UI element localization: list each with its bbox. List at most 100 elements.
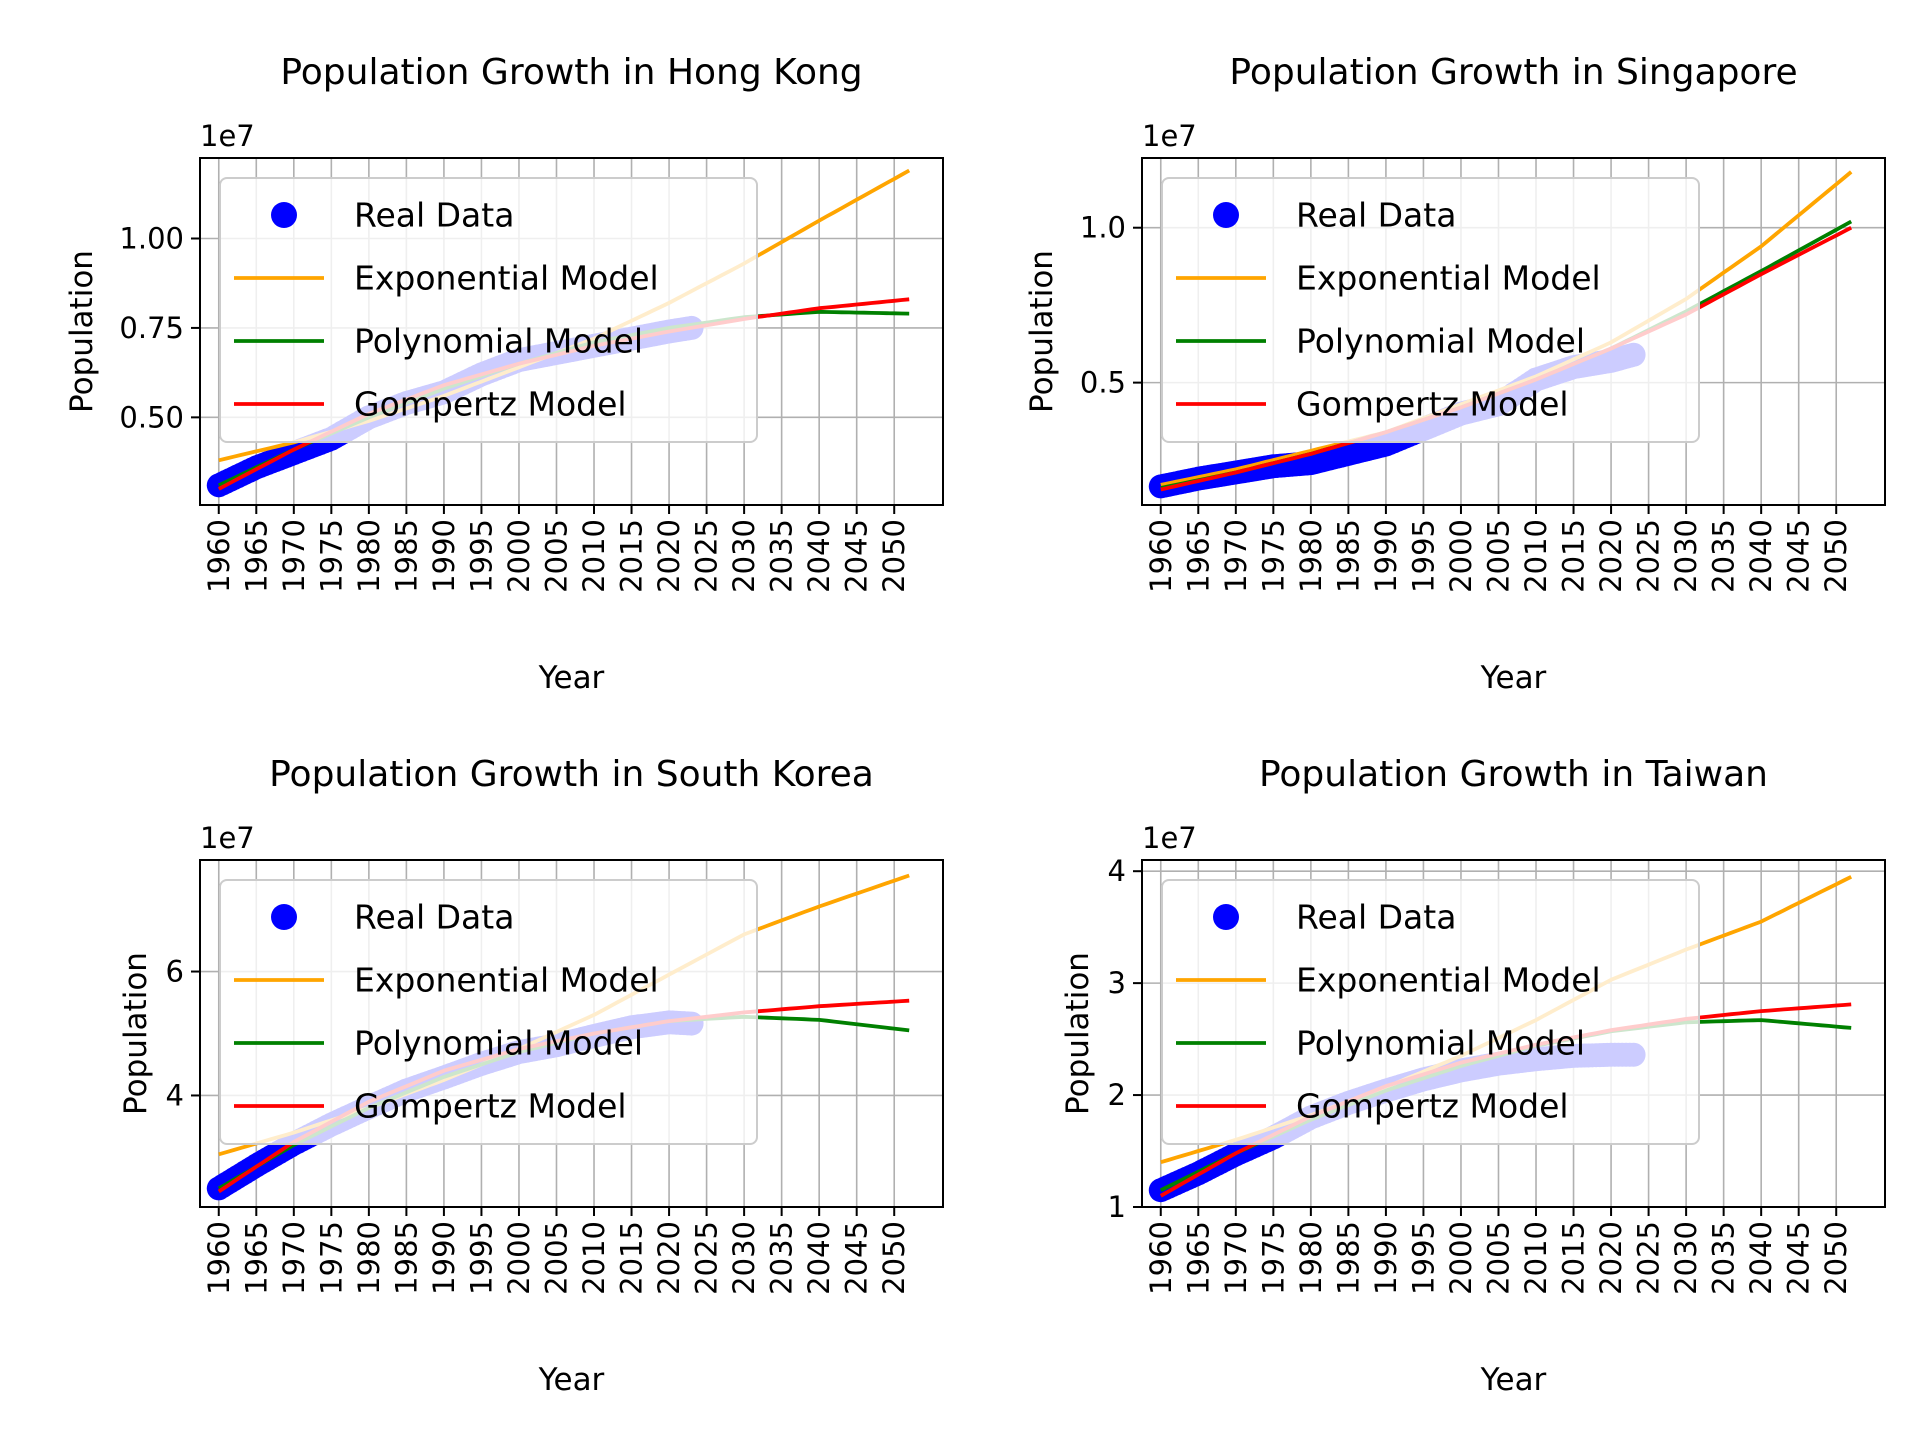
legend-label: Real Data: [354, 196, 514, 235]
x-tick-label: 1985: [389, 1221, 423, 1295]
x-axis: 1960 1965 1970 1975 1980 1985 1990 1995 2000 2005…: [202, 1207, 911, 1295]
chart-panel-0: Population Growth in Hong Kong 1e7 1960 196…: [64, 52, 944, 696]
x-tick-label: 2025: [1632, 1221, 1666, 1295]
chart-panel-2: Population Growth in South Korea 1e7 1960 1…: [118, 754, 944, 1398]
x-tick-label: 1990: [1369, 519, 1403, 593]
y-axis-label: Population: [118, 952, 154, 1115]
x-tick-label: 1990: [427, 1221, 461, 1295]
y-tick-label: 4: [166, 1078, 184, 1112]
x-tick-label: 1980: [1294, 519, 1328, 593]
x-tick-label: 1965: [1181, 1221, 1215, 1295]
x-tick-label: 1995: [1406, 1221, 1440, 1295]
x-tick-label: 1970: [277, 1221, 311, 1295]
axes-frame: [1141, 859, 1886, 1208]
x-tick-label: 1965: [239, 1221, 273, 1295]
x-tick-label: 1980: [352, 1221, 386, 1295]
x-tick-label: 2025: [690, 1221, 724, 1295]
y-tick-label: 1.00: [119, 221, 184, 255]
x-axis-label: Year: [538, 660, 605, 696]
legend: Real Data Exponential Model Polynomial Mod…: [1161, 879, 1700, 1145]
x-tick-label: 2005: [1481, 519, 1515, 593]
y-tick-label: 0.5: [1080, 366, 1126, 400]
y-offset-label: 1e7: [1142, 119, 1197, 153]
x-axis: 1960 1965 1970 1975 1980 1985 1990 1995 2000 2005…: [1144, 1207, 1853, 1295]
x-tick-label: 1960: [1144, 1221, 1178, 1295]
x-tick-label: 2000: [1444, 1221, 1478, 1295]
legend-label: Gompertz Model: [354, 1087, 627, 1126]
y-axis: 46: [166, 955, 200, 1112]
y-axis: 1 2 3 4: [1108, 854, 1142, 1224]
x-tick-label: 2035: [1707, 1221, 1741, 1295]
x-tick-label: 1975: [314, 1221, 348, 1295]
y-tick-label: 0.75: [119, 311, 184, 345]
x-tick-label: 2015: [615, 519, 649, 593]
legend-marker: [1213, 904, 1239, 930]
y-offset-label: 1e7: [200, 821, 255, 855]
x-axis-label: Year: [538, 1362, 605, 1398]
x-tick-label: 1965: [239, 519, 273, 593]
x-tick-label: 1995: [464, 1221, 498, 1295]
x-tick-label: 2000: [502, 519, 536, 593]
x-tick-label: 1980: [352, 519, 386, 593]
x-tick-label: 1980: [1294, 1221, 1328, 1295]
x-tick-label: 2010: [1519, 1221, 1553, 1295]
legend: Real Data Exponential Model Polynomial Mod…: [1161, 177, 1700, 443]
x-tick-label: 2035: [1707, 519, 1741, 593]
x-tick-label: 1965: [1181, 519, 1215, 593]
legend-marker: [271, 202, 297, 228]
x-tick-label: 2025: [1632, 519, 1666, 593]
x-tick-label: 2010: [577, 519, 611, 593]
x-tick-label: 1995: [1406, 519, 1440, 593]
y-tick-label: 1: [1108, 1190, 1126, 1224]
y-offset-label: 1e7: [1142, 821, 1197, 855]
x-tick-label: 2045: [1782, 519, 1816, 593]
chart-panel-1: Population Growth in Singapore 1e7 1960 196…: [1024, 52, 1886, 696]
x-tick-label: 2010: [1519, 519, 1553, 593]
chart-title: Population Growth in Singapore: [1229, 52, 1797, 93]
chart-title: Population Growth in South Korea: [269, 754, 874, 795]
x-tick-label: 1975: [314, 519, 348, 593]
x-tick-label: 1960: [202, 519, 236, 593]
x-tick-label: 2040: [1744, 1221, 1778, 1295]
x-tick-label: 2015: [1557, 519, 1591, 593]
legend-label: Polynomial Model: [1296, 1024, 1585, 1063]
legend: Real Data Exponential Model Polynomial Mod…: [219, 879, 758, 1145]
x-tick-label: 2050: [1819, 519, 1853, 593]
x-tick-label: 1995: [464, 519, 498, 593]
x-axis-label: Year: [1480, 660, 1547, 696]
y-tick-label: 4: [1108, 854, 1126, 888]
y-tick-label: 2: [1108, 1078, 1126, 1112]
x-tick-label: 1990: [1369, 1221, 1403, 1295]
x-tick-label: 2000: [1444, 519, 1478, 593]
x-tick-label: 2030: [727, 1221, 761, 1295]
x-tick-label: 2005: [539, 519, 573, 593]
x-tick-label: 2050: [1819, 1221, 1853, 1295]
legend-label: Exponential Model: [354, 259, 659, 298]
x-tick-label: 2045: [1782, 1221, 1816, 1295]
x-tick-label: 2050: [877, 519, 911, 593]
x-tick-label: 2020: [1594, 1221, 1628, 1295]
y-axis-label: Population: [64, 250, 100, 413]
y-offset-label: 1e7: [200, 119, 255, 153]
y-axis: 0.50 0.75 1.00: [119, 221, 200, 434]
axes-frame: [199, 157, 944, 506]
x-tick-label: 2030: [1669, 1221, 1703, 1295]
legend-label: Polynomial Model: [1296, 322, 1585, 361]
x-tick-label: 2040: [802, 1221, 836, 1295]
legend-box: [1161, 177, 1700, 443]
legend-marker: [1213, 202, 1239, 228]
x-tick-label: 2005: [539, 1221, 573, 1295]
x-tick-label: 2020: [652, 519, 686, 593]
x-tick-label: 2015: [615, 1221, 649, 1295]
axes-frame: [1141, 157, 1886, 506]
x-tick-label: 1970: [277, 519, 311, 593]
x-tick-label: 2005: [1481, 1221, 1515, 1295]
legend-box: [219, 879, 758, 1145]
y-tick-label: 6: [166, 955, 184, 989]
chart-title: Population Growth in Hong Kong: [280, 52, 862, 93]
legend-label: Gompertz Model: [1296, 385, 1569, 424]
x-tick-label: 2045: [840, 1221, 874, 1295]
legend-label: Exponential Model: [1296, 259, 1601, 298]
